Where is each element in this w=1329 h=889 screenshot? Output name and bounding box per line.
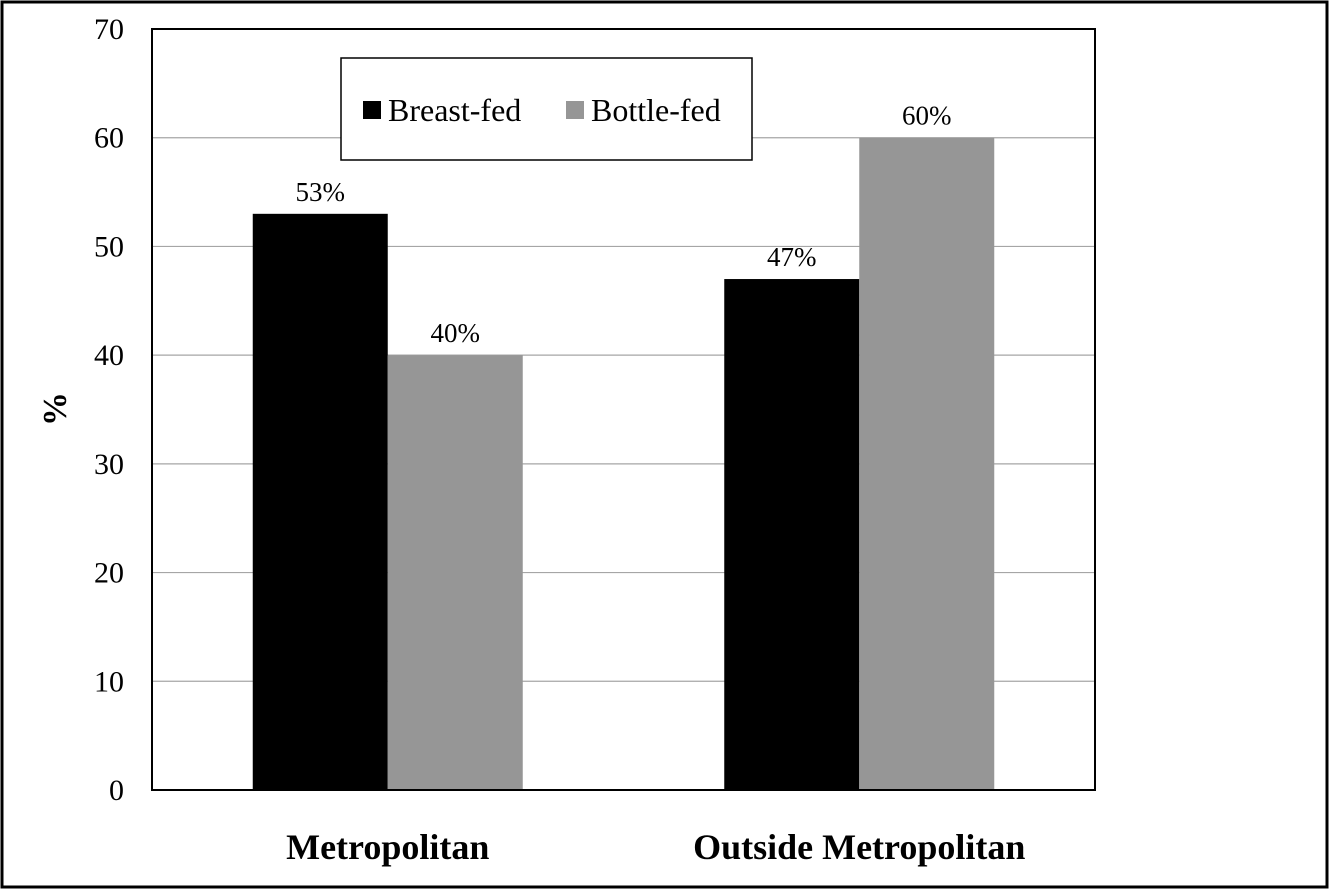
y-tick-label: 20 (94, 557, 124, 590)
legend-swatch-bottle-fed (566, 101, 584, 119)
y-tick-label: 40 (94, 339, 124, 372)
y-axis-ticks: 0 10 20 30 40 50 60 70 (94, 13, 124, 807)
data-labels: 53% 40% 47% 60% (296, 101, 952, 348)
legend-label-breast-fed: Breast-fed (388, 92, 521, 128)
y-tick-label: 70 (94, 13, 124, 46)
data-label-bottle-fed: 60% (902, 101, 952, 131)
y-tick-label: 60 (94, 122, 124, 155)
legend-box (340, 57, 753, 161)
bar-bottle-fed (859, 137, 995, 790)
y-axis-label: % (37, 392, 74, 426)
plot-area (151, 28, 1096, 791)
y-tick-label: 30 (94, 448, 124, 481)
bar-breast-fed (252, 213, 388, 791)
x-axis-categories: Metropolitan Outside Metropolitan (286, 827, 1025, 867)
legend-label-bottle-fed: Bottle-fed (591, 92, 721, 128)
x-category-label: Outside Metropolitan (693, 827, 1025, 867)
x-category-label: Metropolitan (286, 827, 489, 867)
y-tick-label: 0 (109, 774, 124, 807)
legend-swatch-breast-fed (363, 101, 381, 119)
data-label-breast-fed: 47% (767, 242, 817, 272)
data-label-breast-fed: 53% (296, 177, 346, 207)
y-tick-label: 10 (94, 665, 124, 698)
bars (252, 137, 995, 791)
bar-breast-fed (724, 279, 860, 790)
legend: Breast-fed Bottle-fed (340, 57, 753, 161)
y-tick-label: 50 (94, 230, 124, 263)
data-label-bottle-fed: 40% (431, 318, 481, 348)
bar-bottle-fed (387, 355, 523, 790)
